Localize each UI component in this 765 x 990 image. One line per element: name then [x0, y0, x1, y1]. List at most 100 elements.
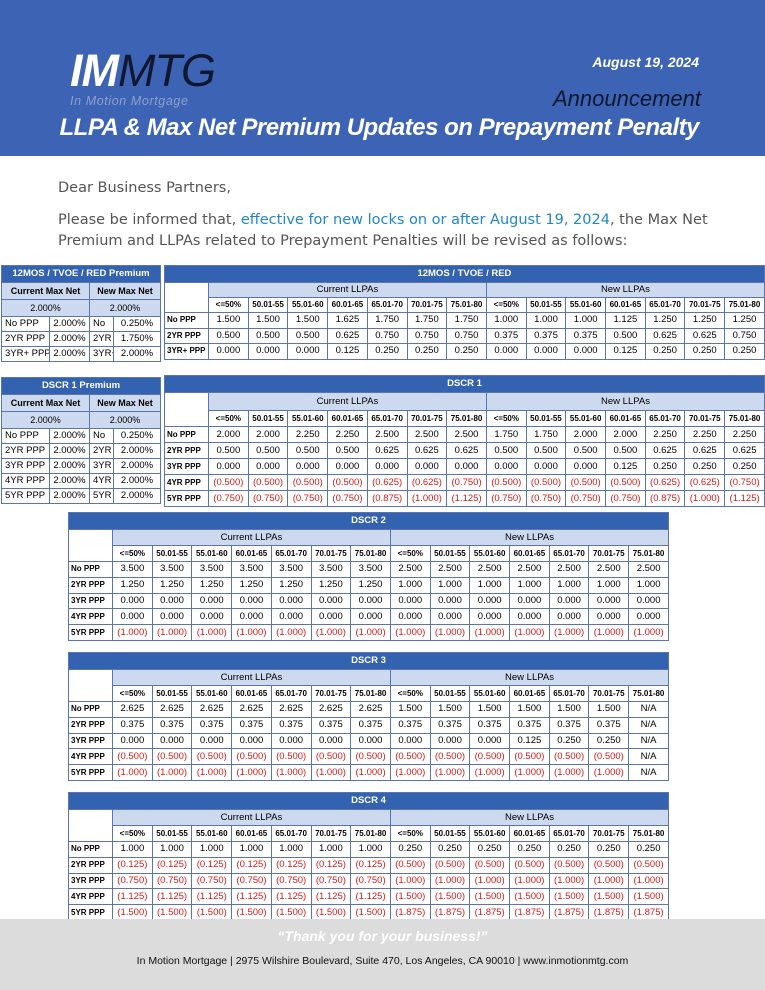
ltv-range-header: <=50% — [389, 545, 431, 562]
new-llpa-cell: N/A — [628, 701, 670, 718]
table-caption-row: DSCR 2 — [67, 512, 670, 530]
ltv-range-header: 50.01-55 — [151, 545, 193, 562]
table-title: DSCR 1 — [163, 375, 765, 393]
ltv-range-header: 60.01-65 — [605, 297, 646, 313]
current-llpa-cell: 1.250 — [270, 576, 312, 594]
new-llpa-cell: 0.000 — [469, 732, 511, 750]
new-llpa-cell: 0.375 — [485, 327, 527, 344]
table-row: 2YR PPP 1.250 1.250 1.250 1.250 1.250 1.250 1.2… — [68, 576, 670, 594]
corner-cell — [68, 809, 113, 842]
table-title: DSCR 3 — [67, 652, 670, 670]
ltv-range-header: 55.01-60 — [565, 410, 607, 427]
company-logo: IMMTG In Motion Mortgage — [70, 45, 216, 108]
new-llpa-header: New LLPAs — [389, 669, 670, 686]
new-llpa-cell: (0.750) — [525, 490, 567, 507]
footer: “Thank you for your business!” In Motion… — [0, 919, 765, 990]
row-label: 3YR PPP — [68, 872, 113, 890]
current-llpa-cell: (0.500) — [327, 474, 368, 491]
new-llpa-cell: (1.500) — [628, 888, 670, 906]
new-llpa-cell: 1.000 — [469, 576, 511, 594]
ltv-range-header: 50.01-55 — [151, 685, 193, 702]
new-llpa-cell: 0.500 — [605, 442, 646, 459]
table-row: 4YR PPP (0.500) (0.500) (0.500) (0.500) (0.62… — [164, 474, 765, 491]
current-llpa-cell: 0.000 — [208, 343, 249, 360]
new-llpa-cell: (1.000) — [588, 624, 630, 641]
new-llpa-cell: 0.250 — [548, 732, 590, 750]
corner-cell — [164, 282, 209, 313]
ltv-range-header: <=50% — [389, 685, 431, 702]
new-llpa-cell: 0.000 — [389, 732, 431, 750]
current-llpa-cell: 0.000 — [191, 592, 233, 610]
new-llpa-cell: 0.000 — [429, 732, 471, 750]
ltv-range-header: 55.01-60 — [191, 825, 233, 842]
premium-top-row: 2.000% 2.000% — [1, 299, 162, 317]
current-llpa-cell: (1.125) — [151, 888, 193, 906]
table-row: 4YR PPP (1.125) (1.125) (1.125) (1.125) (1.12… — [68, 888, 670, 906]
table-row: No PPP 2.000 2.000 2.250 2.250 2.500 2.500 2.50… — [164, 426, 765, 443]
table-row: 5YR PPP (1.000) (1.000) (1.000) (1.000) (1.00… — [68, 624, 670, 641]
new-max-net-cell: 2.000% — [112, 443, 162, 459]
current-llpa-cell: (0.875) — [366, 490, 408, 507]
row-label: 4YR PPP — [68, 608, 113, 626]
ltv-range-row: <=50% 50.01-55 55.01-60 60.01-65 65.01-70 70.… — [165, 297, 765, 313]
ltv-range-header: 75.01-80 — [350, 825, 391, 842]
new-llpa-cell: 0.125 — [605, 458, 646, 475]
current-llpa-cell: 0.000 — [151, 732, 193, 750]
new-llpa-cell: (0.500) — [485, 474, 527, 491]
current-llpa-cell: 0.000 — [446, 458, 487, 475]
current-llpa-cell: 0.000 — [350, 592, 391, 610]
new-llpa-cell: 0.000 — [548, 592, 590, 610]
new-llpa-cell: (0.500) — [509, 748, 550, 766]
new-llpa-cell: (0.500) — [469, 856, 511, 874]
current-llpa-cell: 0.750 — [406, 327, 448, 344]
current-llpa-cell: (1.000) — [112, 764, 153, 781]
current-max-net-cell: 2.000% — [49, 346, 90, 362]
table-row: 4YR PPP (0.500) (0.500) (0.500) (0.500) (0.50… — [68, 748, 670, 766]
new-llpa-cell: N/A — [628, 748, 670, 766]
new-llpa-cell: 1.750 — [485, 426, 527, 443]
row-label: 4YR PPP — [68, 888, 113, 906]
llpa-table-12mos-tvoe-red: 12MOS / TVOE / RED Current LLPAs New LLPAs… — [164, 265, 765, 360]
logo-im: IM — [70, 45, 119, 96]
row-label: 2YR PPP — [164, 327, 209, 344]
new-max-net-cell: 2.000% — [112, 488, 162, 504]
current-llpa-cell: 1.000 — [270, 841, 312, 858]
new-llpa-header: New LLPAs — [389, 809, 670, 826]
new-llpa-cell: (1.000) — [548, 764, 590, 781]
current-llpa-header: Current LLPAs — [208, 282, 487, 298]
current-max-net-header: Current Max Net — [1, 282, 90, 300]
ltv-range-header: 60.01-65 — [605, 410, 646, 427]
new-llpa-cell: 1.000 — [389, 576, 431, 594]
ltv-range-header: 70.01-75 — [684, 410, 726, 427]
new-llpa-cell: 1.000 — [548, 576, 590, 594]
ltv-range-header: <=50% — [208, 297, 249, 313]
current-llpa-cell: 2.625 — [310, 701, 352, 718]
new-llpa-cell: 2.500 — [389, 561, 431, 578]
current-llpa-cell: (1.000) — [270, 624, 312, 641]
current-llpa-cell: (0.750) — [350, 872, 391, 890]
new-llpa-cell: 0.250 — [644, 458, 686, 475]
new-llpa-cell: 0.250 — [548, 841, 590, 858]
new-llpa-cell: (0.500) — [389, 748, 431, 766]
new-llpa-cell: 0.000 — [628, 592, 670, 610]
current-llpa-cell: 0.375 — [270, 716, 312, 734]
llpa-table-dscr-1: DSCR 1 Current LLPAs New LLPAs <=50% 50.01-5… — [163, 375, 765, 507]
ltv-range-header: <=50% — [112, 825, 153, 842]
ltv-range-row: <=50% 50.01-55 55.01-60 60.01-65 65.01-70 70.… — [69, 825, 670, 842]
current-ppp-label: 2YR PPP — [1, 443, 50, 459]
current-llpa-cell: 0.000 — [327, 458, 368, 475]
premium-header-row: Current Max Net New Max Net — [1, 394, 162, 412]
ltv-range-header: 70.01-75 — [406, 410, 448, 427]
new-ppp-label: 2YR — [89, 331, 114, 347]
current-llpa-cell: 2.250 — [327, 426, 368, 443]
new-llpa-cell: 0.000 — [588, 592, 630, 610]
current-llpa-cell: 0.375 — [350, 716, 391, 734]
current-llpa-cell: 1.750 — [406, 312, 448, 329]
new-llpa-cell: 2.250 — [684, 426, 726, 443]
new-llpa-cell: 1.000 — [485, 312, 527, 329]
new-llpa-cell: (1.125) — [724, 490, 765, 507]
row-label: No PPP — [164, 426, 209, 443]
current-llpa-cell: 1.250 — [151, 576, 193, 594]
current-llpa-header: Current LLPAs — [112, 809, 391, 826]
current-llpa-cell: 0.000 — [270, 592, 312, 610]
